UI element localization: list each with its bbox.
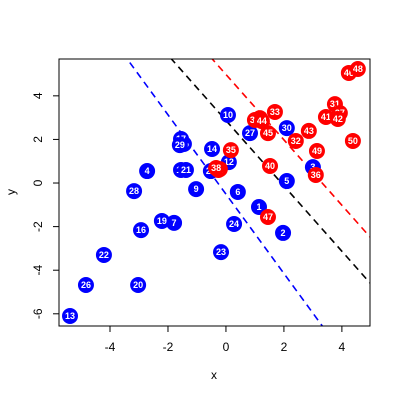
point	[153, 212, 170, 229]
point	[307, 166, 324, 183]
point-label: 12	[224, 157, 234, 167]
point	[177, 161, 194, 178]
point	[62, 307, 79, 324]
point	[95, 246, 112, 263]
point-label: 33	[270, 107, 280, 117]
point	[329, 110, 346, 127]
point-label: 47	[263, 212, 273, 222]
point-label: 21	[181, 165, 191, 175]
point-label: 28	[129, 186, 139, 196]
point	[278, 173, 295, 190]
point-label: 35	[226, 145, 236, 155]
point-label: 3	[310, 162, 315, 172]
point-label: 36	[311, 170, 321, 180]
point-label: 23	[216, 247, 226, 257]
point	[126, 183, 143, 200]
point-label: 10	[223, 110, 233, 120]
point-label: 38	[211, 163, 221, 173]
point-label: 9	[194, 184, 199, 194]
x-tick-label: -4	[105, 340, 116, 354]
point-label: 31	[330, 99, 340, 109]
point-label: 14	[207, 144, 217, 154]
point-label: 24	[229, 219, 239, 229]
x-axis-label: x	[211, 368, 217, 382]
point	[349, 61, 366, 78]
point-label: 1	[256, 202, 261, 212]
point-label: 44	[257, 116, 267, 126]
point-label: 5	[284, 176, 289, 186]
plot-frame	[58, 58, 371, 327]
point-label: 4	[145, 166, 150, 176]
point	[219, 107, 236, 124]
point-label: 26	[81, 280, 91, 290]
y-tick-label: -4	[31, 265, 45, 276]
point	[287, 132, 304, 149]
point-label: 32	[291, 136, 301, 146]
point	[300, 122, 317, 139]
point	[204, 141, 221, 158]
point-label: 7	[172, 218, 177, 228]
point-label: 30	[282, 123, 292, 133]
point	[344, 132, 361, 149]
y-axis-label: y	[4, 189, 18, 195]
point	[222, 142, 239, 159]
point	[226, 215, 243, 232]
point	[262, 158, 279, 175]
point-label: 45	[263, 128, 273, 138]
point-label: 40	[265, 161, 275, 171]
point	[133, 222, 150, 239]
point-label: 13	[65, 311, 75, 321]
margin-line	[170, 59, 370, 284]
point	[278, 120, 295, 137]
point-label: 2	[281, 228, 286, 238]
point-label: 19	[157, 216, 167, 226]
point-label: 41	[321, 112, 331, 122]
y-tick-label: -2	[31, 221, 45, 232]
point	[259, 125, 276, 142]
point	[139, 163, 156, 180]
point-label: 46	[344, 68, 354, 78]
y-tick-label: -6	[31, 308, 45, 319]
point	[229, 183, 246, 200]
point-label: 49	[312, 146, 322, 156]
point	[77, 277, 94, 294]
point	[253, 113, 270, 130]
x-tick-label: 0	[223, 340, 230, 354]
y-tick-label: 4	[31, 92, 45, 99]
point	[308, 142, 325, 159]
point	[166, 214, 183, 231]
point-label: 27	[245, 128, 255, 138]
point-label: 48	[353, 64, 363, 74]
point	[188, 181, 205, 198]
point-label: 22	[99, 250, 109, 260]
point	[259, 209, 276, 226]
point-label: 20	[133, 280, 143, 290]
x-tick-label: -2	[163, 340, 174, 354]
x-tick-label: 4	[339, 340, 346, 354]
point-label: 29	[175, 140, 185, 150]
point-label: 6	[235, 187, 240, 197]
point-label: 42	[333, 114, 343, 124]
point	[213, 244, 230, 261]
y-tick-label: 2	[31, 136, 45, 143]
point	[317, 108, 334, 125]
point-label: 16	[136, 225, 146, 235]
point-label: 50	[348, 136, 358, 146]
y-tick-label: 0	[31, 179, 45, 186]
point-label: 43	[304, 126, 314, 136]
point	[130, 277, 147, 294]
x-tick-label: 2	[281, 340, 288, 354]
point	[275, 224, 292, 241]
point	[171, 137, 188, 154]
point	[266, 103, 283, 120]
point	[242, 125, 259, 142]
point	[208, 159, 225, 176]
